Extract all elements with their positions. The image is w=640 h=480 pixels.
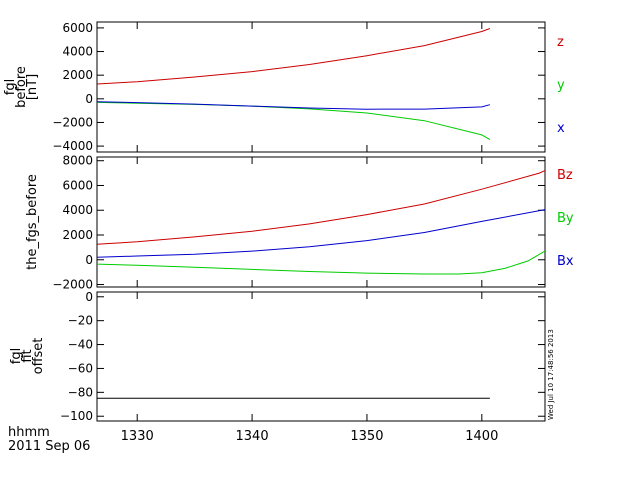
panel-1-ytick-label: 4000 [62, 45, 93, 59]
panel-2-ytick-label: −2000 [52, 278, 93, 292]
x-tick-label: 1330 [121, 429, 154, 444]
y-label-panel-3-line-2: fit [20, 349, 35, 362]
panel-3-group: 0 −20 −40 −60 −80 −100 [60, 290, 545, 423]
legend-x: x [557, 121, 565, 136]
series-line-bx [96, 209, 546, 258]
panel-1-ytick-label: −2000 [52, 115, 93, 129]
series-line-y [96, 101, 491, 141]
x-tick-label: 1400 [465, 429, 498, 444]
x-caption-line-1: hhmm [8, 425, 50, 440]
panel-2-ytick-label: 2000 [62, 228, 93, 242]
panel-1-ytick-label: −4000 [52, 139, 93, 153]
panel-2-ytick-label: 0 [85, 253, 93, 267]
series-line-bz [96, 170, 546, 245]
series-line-z [96, 28, 491, 85]
y-label-panel-3-line-3: offset [31, 338, 46, 375]
panel-1-group: 6000 4000 2000 0 −2000 −4000 [52, 21, 545, 153]
panel-3-ytick-label: −80 [68, 385, 93, 399]
legend-y: y [557, 78, 565, 93]
y-label-panel-1-line-2: before [14, 66, 29, 108]
x-tick-label: 1340 [236, 429, 269, 444]
y-label-panel-3: fgl fit offset [9, 338, 46, 375]
legend-z: z [557, 35, 564, 50]
panel-3-ytick-label: −20 [68, 314, 93, 328]
panel-2-group: 8000 6000 4000 2000 0 −2000 [52, 154, 546, 292]
panel-2-ytick-label: 6000 [62, 178, 93, 192]
y-label-panel-2: the_fgs_before [25, 174, 40, 270]
y-label-panel-2-line-1: the_fgs_before [25, 174, 40, 270]
x-caption-line-2: 2011 Sep 06 [8, 439, 90, 454]
y-label-panel-3-line-1: fgl [9, 348, 24, 364]
panel-2-ytick-label: 8000 [62, 154, 93, 168]
panel-2-frame [96, 156, 546, 288]
y-label-panel-1-line-1: fgl [3, 79, 18, 95]
legend-bx: Bx [557, 254, 574, 269]
y-label-panel-1: fgl before [nT] [3, 66, 40, 108]
panel-3-ytick-label: 0 [85, 290, 93, 304]
legend-by: By [557, 211, 574, 226]
x-axis-group: 1330 1340 1350 1400 [121, 429, 499, 444]
panel-3-frame [96, 291, 546, 422]
panel-1-ytick-label: 2000 [62, 68, 93, 82]
panel-1-frame [96, 21, 546, 153]
panel-1-ytick-label: 0 [85, 92, 93, 106]
legend-bz: Bz [557, 168, 573, 183]
panel-3-ytick-label: −100 [60, 409, 93, 423]
series-line-x [96, 101, 491, 110]
series-line-by [96, 250, 546, 275]
x-tick-label: 1350 [350, 429, 383, 444]
timestamp: Wed Jul 10 17:48:56 2013 [547, 329, 555, 420]
panel-3-ytick-label: −60 [68, 361, 93, 375]
panel-2-ytick-label: 4000 [62, 203, 93, 217]
panel-3-ytick-label: −40 [68, 338, 93, 352]
panel-1-ytick-label: 6000 [62, 21, 93, 35]
y-label-panel-1-line-3: [nT] [25, 74, 40, 100]
